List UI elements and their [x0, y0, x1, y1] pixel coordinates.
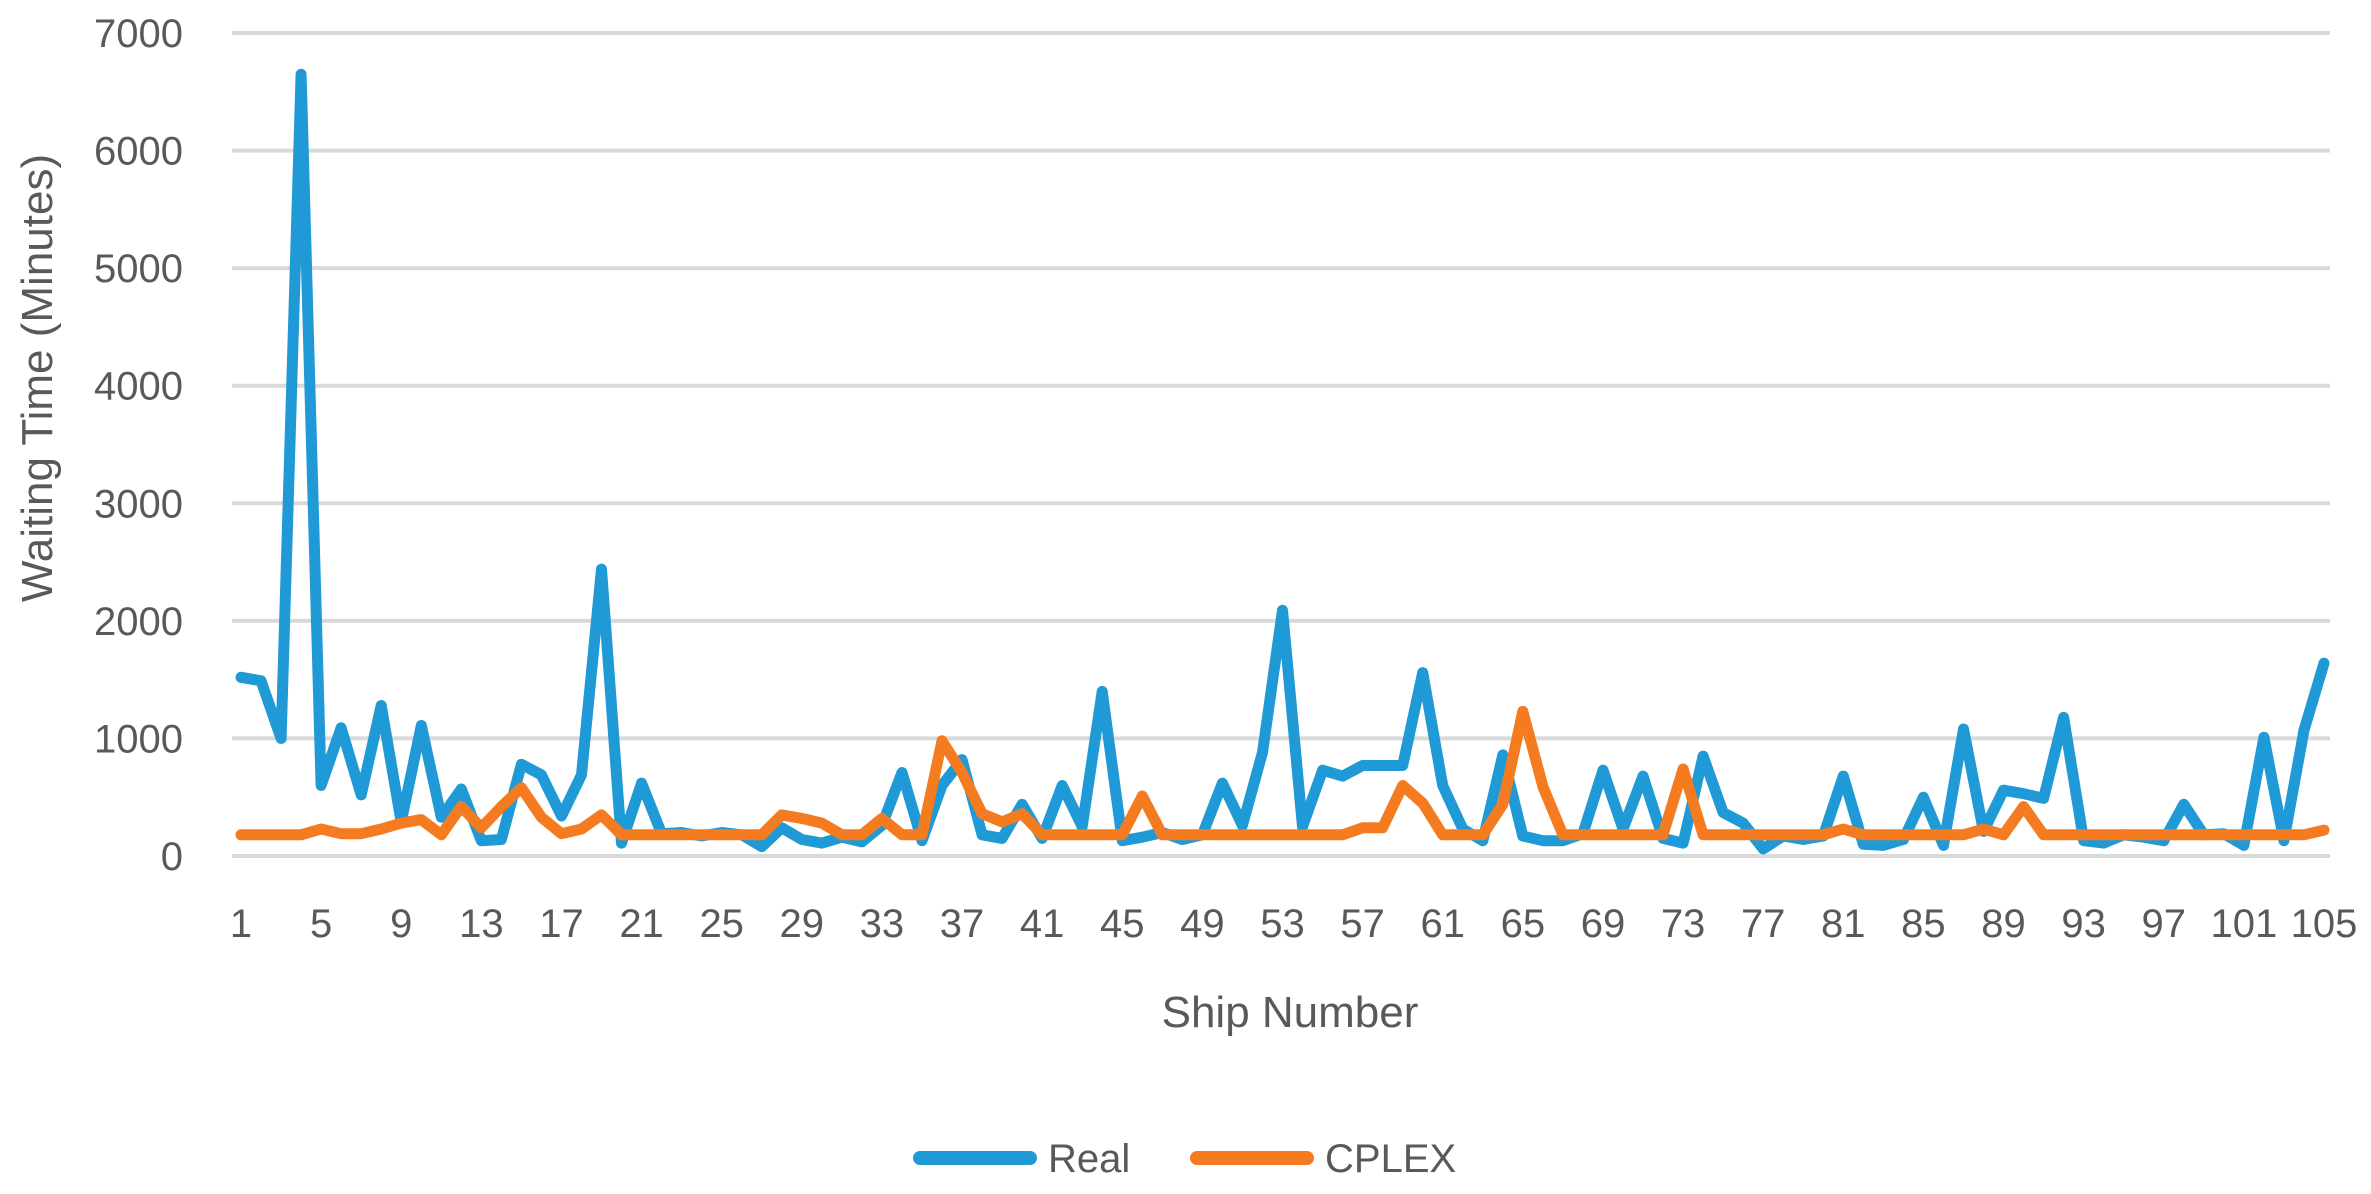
x-tick-label: 37	[940, 902, 985, 946]
x-tick-label: 97	[2142, 902, 2187, 946]
y-tick-label: 0	[161, 835, 183, 879]
y-tick-label: 7000	[94, 12, 183, 56]
x-tick-label: 13	[459, 902, 504, 946]
series-lines	[235, 68, 2330, 855]
x-tick-label: 61	[1420, 902, 1465, 946]
x-tick-label: 57	[1340, 902, 1385, 946]
x-tick-label: 89	[1981, 902, 2026, 946]
y-tick-label: 1000	[94, 717, 183, 761]
x-tick-label: 77	[1741, 902, 1786, 946]
x-tick-label: 33	[860, 902, 905, 946]
x-tick-label: 101	[2211, 902, 2278, 946]
x-axis-ticks: 1 5 9 13 17 21 25 29 33 37 41 45 49 53 57 61 65 69 73 77 81 8…	[230, 902, 2358, 946]
x-tick-label: 9	[390, 902, 412, 946]
x-tick-label: 105	[2291, 902, 2358, 946]
x-tick-label: 45	[1100, 902, 1145, 946]
x-tick-label: 81	[1821, 902, 1866, 946]
legend-label-real: Real	[1048, 1137, 1130, 1181]
series-line-real	[235, 68, 2330, 855]
x-tick-label: 25	[699, 902, 744, 946]
x-tick-label: 85	[1901, 902, 1946, 946]
y-tick-label: 2000	[94, 600, 183, 644]
x-tick-label: 53	[1260, 902, 1305, 946]
y-tick-label: 3000	[94, 482, 183, 526]
x-axis-title: Ship Number	[1162, 988, 1419, 1037]
x-tick-label: 69	[1581, 902, 1626, 946]
y-axis-title: Waiting Time (Minutes)	[13, 154, 62, 602]
x-tick-label: 73	[1661, 902, 1706, 946]
x-tick-label: 29	[780, 902, 825, 946]
y-axis-ticks: 0 1000 2000 3000 4000 5000 6000 7000	[94, 12, 183, 879]
y-tick-label: 4000	[94, 365, 183, 409]
legend: Real CPLEX	[913, 1137, 1456, 1181]
y-tick-label: 6000	[94, 130, 183, 174]
y-tick-label: 5000	[94, 247, 183, 291]
x-tick-label: 17	[539, 902, 584, 946]
x-tick-label: 41	[1020, 902, 1065, 946]
x-tick-label: 5	[310, 902, 332, 946]
x-tick-label: 93	[2061, 902, 2106, 946]
legend-label-cplex: CPLEX	[1325, 1137, 1456, 1181]
x-tick-label: 65	[1501, 902, 1546, 946]
x-tick-label: 1	[230, 902, 252, 946]
series-line-cplex	[235, 705, 2330, 841]
x-tick-label: 49	[1180, 902, 1225, 946]
gridlines	[232, 31, 2330, 858]
x-tick-label: 21	[619, 902, 664, 946]
